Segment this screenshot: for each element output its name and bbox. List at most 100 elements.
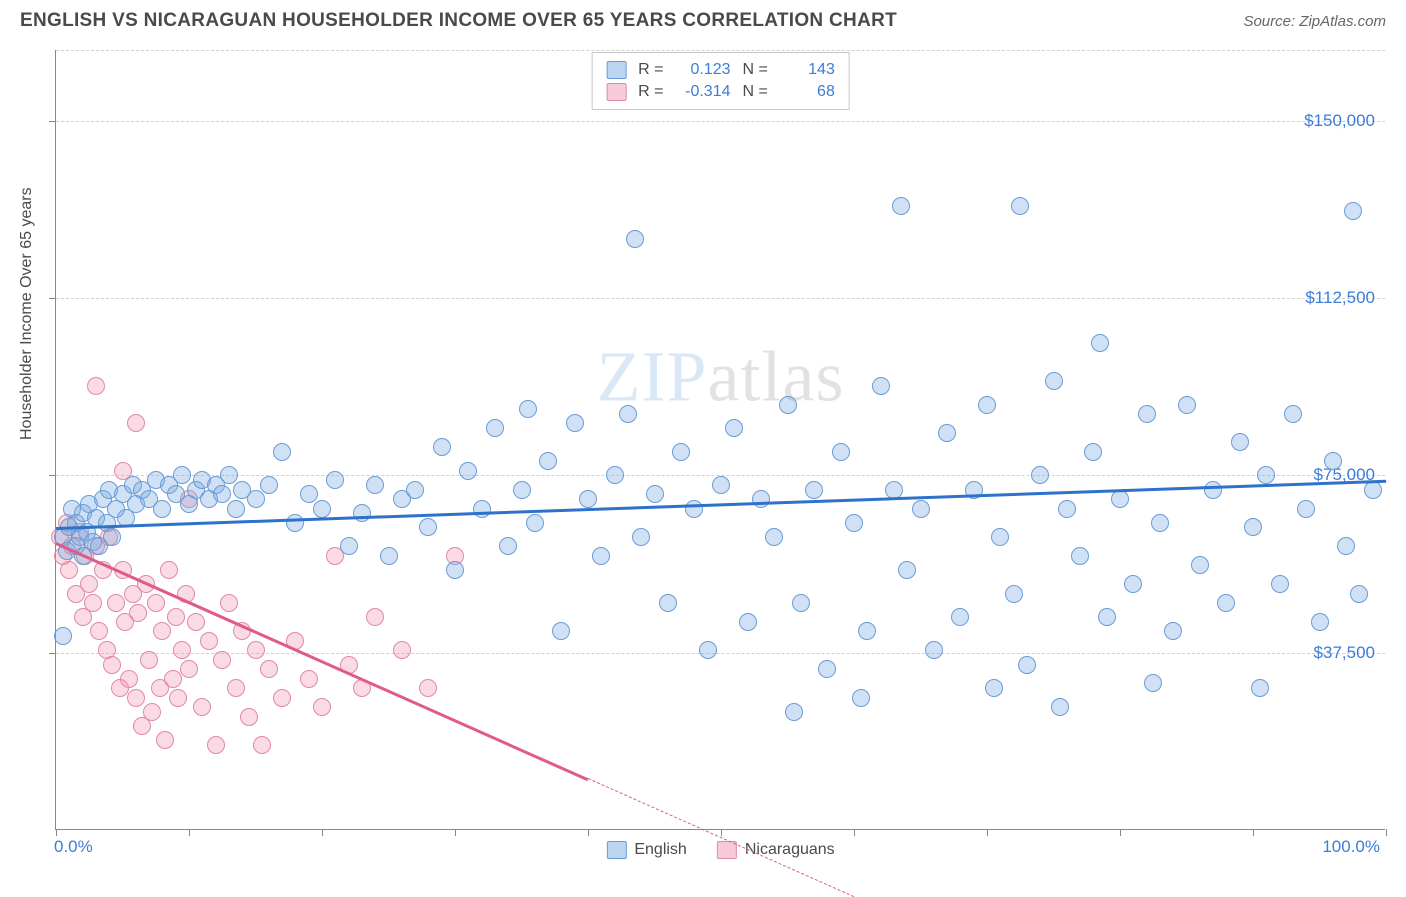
scatter-point xyxy=(120,670,138,688)
scatter-point xyxy=(925,641,943,659)
scatter-point xyxy=(872,377,890,395)
watermark-b: atlas xyxy=(708,337,845,417)
r-label: R = xyxy=(638,61,663,79)
scatter-point xyxy=(646,485,664,503)
swatch-icon xyxy=(606,83,626,101)
scatter-point xyxy=(169,689,187,707)
swatch-icon xyxy=(606,61,626,79)
gridline xyxy=(56,121,1385,122)
scatter-point xyxy=(143,703,161,721)
scatter-point xyxy=(1111,490,1129,508)
scatter-point xyxy=(286,514,304,532)
scatter-point xyxy=(366,608,384,626)
scatter-point xyxy=(765,528,783,546)
scatter-point xyxy=(938,424,956,442)
scatter-point xyxy=(699,641,717,659)
scatter-point xyxy=(579,490,597,508)
scatter-point xyxy=(912,500,930,518)
scatter-point xyxy=(260,476,278,494)
scatter-point xyxy=(978,396,996,414)
scatter-point xyxy=(1124,575,1142,593)
scatter-point xyxy=(805,481,823,499)
scatter-point xyxy=(127,689,145,707)
scatter-point xyxy=(1324,452,1342,470)
x-tick xyxy=(721,829,722,836)
scatter-point xyxy=(313,500,331,518)
scatter-point xyxy=(340,537,358,555)
scatter-point xyxy=(1031,466,1049,484)
y-tick xyxy=(49,298,56,299)
scatter-point xyxy=(1284,405,1302,423)
scatter-point xyxy=(845,514,863,532)
gridline xyxy=(56,50,1385,51)
scatter-point xyxy=(200,632,218,650)
scatter-point xyxy=(1297,500,1315,518)
scatter-point xyxy=(885,481,903,499)
scatter-point xyxy=(1217,594,1235,612)
scatter-point xyxy=(227,679,245,697)
scatter-point xyxy=(300,485,318,503)
chart-header: ENGLISH VS NICARAGUAN HOUSEHOLDER INCOME… xyxy=(0,0,1406,40)
y-tick xyxy=(49,475,56,476)
scatter-point xyxy=(300,670,318,688)
scatter-point xyxy=(1144,674,1162,692)
scatter-point xyxy=(459,462,477,480)
scatter-point xyxy=(260,660,278,678)
scatter-point xyxy=(606,466,624,484)
x-tick xyxy=(322,829,323,836)
scatter-point xyxy=(1164,622,1182,640)
scatter-point xyxy=(167,608,185,626)
scatter-point xyxy=(712,476,730,494)
scatter-point xyxy=(473,500,491,518)
scatter-point xyxy=(858,622,876,640)
y-tick-label: $150,000 xyxy=(1304,111,1375,131)
scatter-point xyxy=(752,490,770,508)
scatter-point xyxy=(632,528,650,546)
scatter-point xyxy=(1071,547,1089,565)
scatter-point xyxy=(173,641,191,659)
x-axis-min-label: 0.0% xyxy=(54,837,93,857)
scatter-point xyxy=(566,414,584,432)
scatter-point xyxy=(207,736,225,754)
scatter-point xyxy=(220,466,238,484)
scatter-point xyxy=(313,698,331,716)
scatter-point xyxy=(552,622,570,640)
scatter-point xyxy=(60,561,78,579)
stats-row-english: R = 0.123 N = 143 xyxy=(606,59,835,81)
scatter-point xyxy=(253,736,271,754)
scatter-point xyxy=(227,500,245,518)
legend-label: Nicaraguans xyxy=(745,841,835,859)
y-tick-label: $112,500 xyxy=(1305,288,1375,308)
n-label: N = xyxy=(743,83,768,101)
scatter-point xyxy=(366,476,384,494)
scatter-point xyxy=(898,561,916,579)
scatter-point xyxy=(213,651,231,669)
scatter-point xyxy=(103,528,121,546)
scatter-point xyxy=(380,547,398,565)
scatter-point xyxy=(446,561,464,579)
scatter-point xyxy=(1098,608,1116,626)
scatter-point xyxy=(180,660,198,678)
r-value: 0.123 xyxy=(676,61,731,79)
scatter-point xyxy=(739,613,757,631)
scatter-point xyxy=(852,689,870,707)
chart-title: ENGLISH VS NICARAGUAN HOUSEHOLDER INCOME… xyxy=(20,10,897,32)
scatter-point xyxy=(1005,585,1023,603)
x-axis-max-label: 100.0% xyxy=(1322,837,1380,857)
scatter-point xyxy=(526,514,544,532)
scatter-point xyxy=(353,504,371,522)
n-label: N = xyxy=(743,61,768,79)
scatter-point xyxy=(90,622,108,640)
y-tick xyxy=(49,653,56,654)
scatter-point xyxy=(626,230,644,248)
scatter-point xyxy=(1151,514,1169,532)
n-value: 68 xyxy=(780,83,835,101)
scatter-point xyxy=(240,708,258,726)
scatter-point xyxy=(107,594,125,612)
scatter-point xyxy=(1244,518,1262,536)
scatter-point xyxy=(80,575,98,593)
scatter-point xyxy=(685,500,703,518)
scatter-point xyxy=(951,608,969,626)
x-tick xyxy=(455,829,456,836)
scatter-point xyxy=(792,594,810,612)
